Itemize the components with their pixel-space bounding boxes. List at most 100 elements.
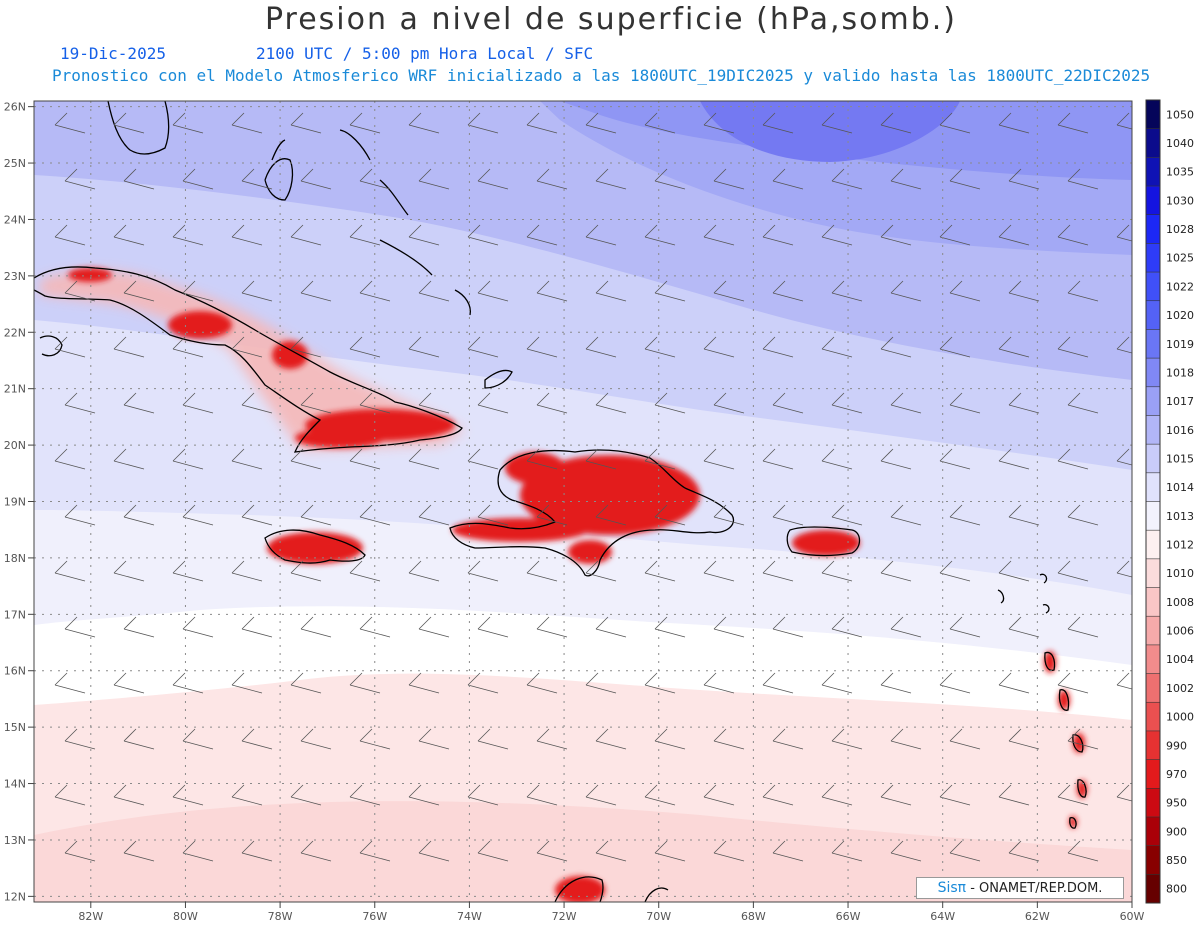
- wind-barb: [477, 728, 509, 750]
- wind-barb: [467, 560, 499, 582]
- colorbar-label: 800: [1166, 883, 1187, 896]
- wind-barb: [1116, 336, 1132, 354]
- wind-barb: [654, 280, 686, 302]
- wind-barb: [880, 224, 912, 246]
- colorbar-swatch: [1146, 816, 1160, 846]
- sispi-logo: Sisπ: [937, 880, 967, 896]
- wind-barb: [113, 672, 145, 694]
- wind-barb: [64, 504, 96, 526]
- wind-barb: [64, 280, 96, 302]
- lon-label: 80W: [173, 910, 198, 923]
- wind-barb: [182, 616, 214, 638]
- wind-barb: [123, 168, 155, 190]
- wind-barb: [1057, 784, 1089, 806]
- wind-barb: [1008, 168, 1040, 190]
- wind-barb: [703, 784, 735, 806]
- colorbar-label: 1002: [1166, 682, 1194, 695]
- wind-barb: [713, 280, 745, 302]
- wind-barb: [585, 560, 617, 582]
- wind-barb: [762, 112, 794, 134]
- wind-barb: [172, 560, 204, 582]
- wind-barb: [939, 448, 971, 470]
- lat-label: 13N: [4, 834, 26, 847]
- colorbar-swatch: [1146, 673, 1160, 703]
- wind-barb: [762, 560, 794, 582]
- wind-barb: [821, 560, 853, 582]
- lat-label: 14N: [4, 778, 26, 791]
- wind-barb: [477, 840, 509, 862]
- wind-barb: [1008, 616, 1040, 638]
- wind-barb: [241, 168, 273, 190]
- wind-barb: [418, 392, 450, 414]
- wind-barb: [703, 112, 735, 134]
- wind-barb: [831, 616, 863, 638]
- wind-barb: [231, 112, 263, 134]
- colorbar-swatch: [1146, 444, 1160, 473]
- lat-lon-grid: [34, 101, 1132, 902]
- colorbar-label: 1018: [1166, 366, 1194, 379]
- colorbar-label: 1017: [1166, 395, 1194, 408]
- wind-barb: [880, 336, 912, 358]
- wind-barb: [536, 728, 568, 750]
- wind-barb: [880, 560, 912, 582]
- wind-barb: [300, 728, 332, 750]
- wind-barb: [290, 672, 322, 694]
- wind-barb: [585, 672, 617, 694]
- wind-barb: [654, 504, 686, 526]
- wind-barb: [172, 112, 204, 134]
- lon-label: 76W: [362, 910, 387, 923]
- wind-barb: [113, 336, 145, 358]
- lon-label: 64W: [930, 910, 955, 923]
- wind-barb: [703, 224, 735, 246]
- wind-barb: [536, 392, 568, 414]
- wind-barb: [821, 672, 853, 694]
- wind-barb: [300, 840, 332, 862]
- wind-barb: [1008, 504, 1040, 526]
- wind-barb: [526, 448, 558, 470]
- wind-barb: [359, 840, 391, 862]
- wind-barb: [113, 112, 145, 134]
- wind-barb: [359, 392, 391, 414]
- colorbar-label: 1015: [1166, 452, 1194, 465]
- wind-barb: [349, 336, 381, 358]
- colorbar-swatch: [1146, 558, 1160, 588]
- wind-barb: [713, 840, 745, 862]
- colorbar-swatch: [1146, 128, 1160, 158]
- colorbar-swatch: [1146, 300, 1160, 330]
- wind-barb: [536, 504, 568, 526]
- wind-barbs: [54, 112, 1132, 862]
- lat-label: 25N: [4, 157, 26, 170]
- credit-box: Sisπ - ONAMET/REP.DOM.: [916, 877, 1124, 899]
- wind-barb: [54, 672, 86, 694]
- wind-barb: [467, 784, 499, 806]
- wind-barb: [467, 224, 499, 246]
- wind-barb: [349, 448, 381, 470]
- colorbar-swatch: [1146, 644, 1160, 674]
- wind-barb: [1057, 112, 1089, 134]
- credit-text: - ONAMET/REP.DOM.: [970, 881, 1103, 896]
- wind-barb: [654, 168, 686, 190]
- wind-barb: [467, 672, 499, 694]
- lat-label: 15N: [4, 721, 26, 734]
- colorbar-swatch: [1146, 100, 1160, 129]
- wind-barb: [821, 784, 853, 806]
- colorbar-swatch: [1146, 587, 1160, 617]
- model-info: Pronostico con el Modelo Atmosferico WRF…: [52, 66, 1151, 85]
- wind-barb: [1067, 504, 1099, 526]
- wind-barb: [300, 168, 332, 190]
- wind-barb: [467, 448, 499, 470]
- wind-barb: [939, 336, 971, 358]
- wind-barb: [831, 840, 863, 862]
- wind-barb: [949, 168, 981, 190]
- wind-barb: [831, 728, 863, 750]
- wind-barb: [998, 336, 1030, 358]
- colorbar-swatch: [1146, 702, 1160, 731]
- colorbar-label: 900: [1166, 825, 1187, 838]
- wind-barb: [1116, 112, 1132, 130]
- wind-barb: [654, 392, 686, 414]
- colorbar-swatch: [1146, 214, 1160, 244]
- wind-barb: [418, 504, 450, 526]
- wind-barb: [1067, 840, 1099, 862]
- wind-barb: [772, 616, 804, 638]
